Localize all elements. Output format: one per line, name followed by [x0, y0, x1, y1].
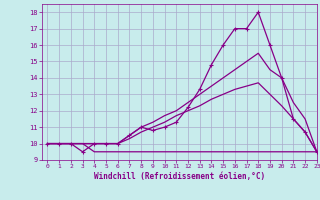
X-axis label: Windchill (Refroidissement éolien,°C): Windchill (Refroidissement éolien,°C) [94, 172, 265, 181]
